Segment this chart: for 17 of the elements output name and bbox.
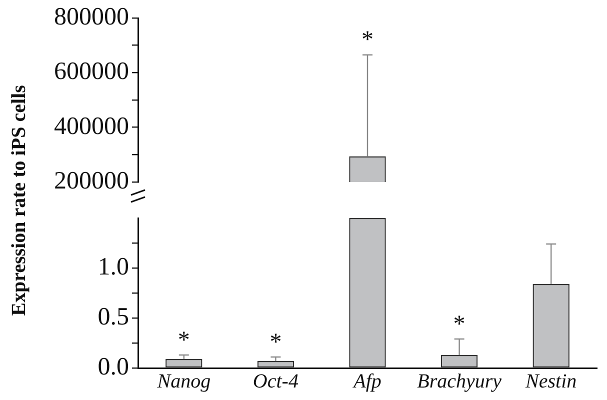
y-tick-label: 400000 xyxy=(54,112,129,140)
annotation: * xyxy=(270,329,282,356)
y-tick-label: 1.0 xyxy=(98,254,129,281)
x-tick-label: Brachyury xyxy=(417,370,502,392)
annotation: * xyxy=(362,27,374,54)
y-tick-label: 600000 xyxy=(54,58,129,86)
y-tick-label: 0.0 xyxy=(98,354,129,381)
y-tick-label: 200000 xyxy=(54,168,129,195)
x-tick-label: Nestin xyxy=(524,370,577,392)
x-tick-label: Afp xyxy=(352,370,382,392)
x-tick-label: Oct-4 xyxy=(252,370,298,392)
annotation: * xyxy=(453,311,466,338)
y-axis-title: Expression rate to iPS cells xyxy=(8,84,30,316)
y-tick-label: 0.5 xyxy=(98,304,129,331)
annotation: * xyxy=(178,327,190,354)
x-tick-label: Nanog xyxy=(156,370,211,392)
y-tick-label: 800000 xyxy=(54,4,129,31)
